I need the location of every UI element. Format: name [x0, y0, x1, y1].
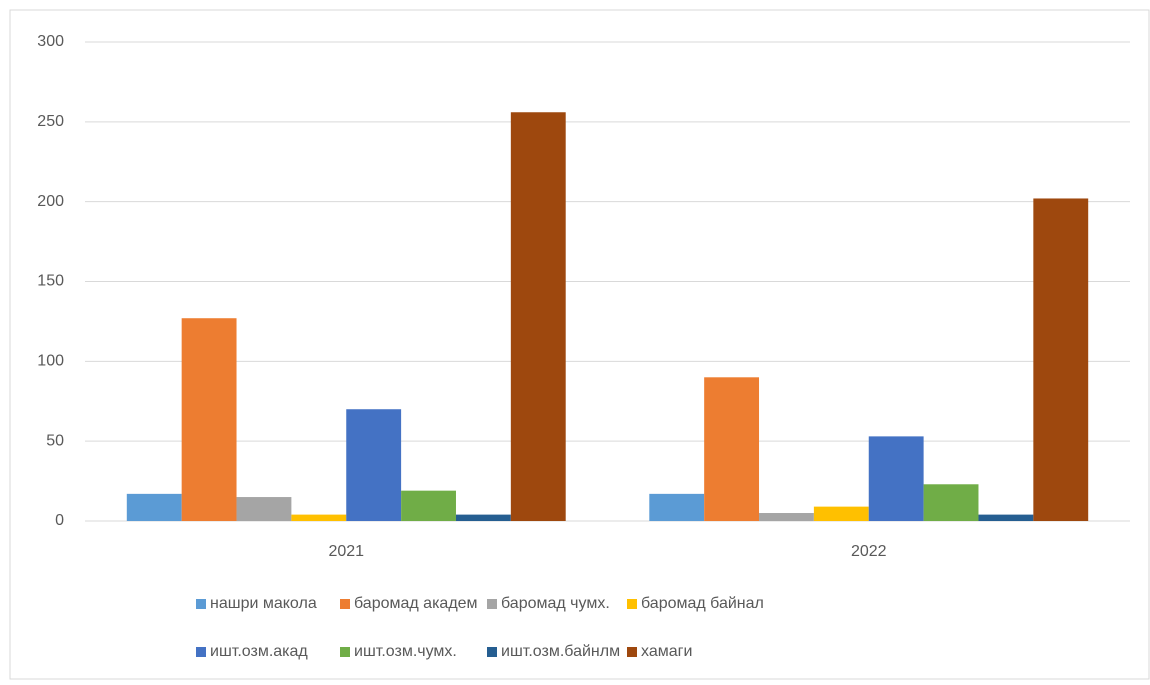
x-tick-label: 2022 — [851, 543, 887, 560]
y-tick-label: 200 — [37, 193, 64, 210]
bar — [346, 409, 402, 521]
bar — [510, 112, 566, 522]
bar — [978, 514, 1034, 521]
legend-swatch — [196, 647, 206, 657]
bar — [181, 318, 237, 521]
bar — [923, 484, 979, 521]
legend-swatch — [627, 599, 637, 609]
y-tick-label: 250 — [37, 113, 64, 130]
bar — [759, 513, 814, 521]
y-tick-label: 150 — [37, 273, 64, 290]
bar — [236, 497, 292, 521]
bar — [704, 377, 760, 521]
bar — [1033, 198, 1089, 521]
legend-label: баромад чумх. — [501, 595, 610, 612]
bar — [813, 506, 869, 521]
x-tick-label: 2021 — [328, 543, 364, 560]
y-tick-label: 0 — [55, 512, 64, 529]
y-tick-label: 50 — [46, 432, 64, 449]
y-tick-label: 300 — [37, 33, 64, 50]
legend-swatch — [627, 647, 637, 657]
bar — [401, 490, 456, 521]
legend-swatch — [340, 599, 350, 609]
bar — [649, 493, 705, 521]
legend-swatch — [487, 647, 497, 657]
chart-frame — [9, 9, 1150, 680]
bar — [455, 514, 511, 521]
legend-swatch — [196, 599, 206, 609]
legend-label: ишт.озм.байнлм — [501, 643, 620, 660]
bar — [291, 514, 347, 521]
legend-label: хамаги — [641, 643, 692, 660]
legend-swatch — [487, 599, 497, 609]
legend-label: ишт.озм.акад — [210, 643, 308, 660]
legend-label: баромад байнал — [641, 595, 764, 612]
legend-label: ишт.озм.чумх. — [354, 643, 457, 660]
legend-swatch — [340, 647, 350, 657]
legend-label: баромад академ — [354, 595, 478, 612]
legend-label: нашри макола — [210, 595, 317, 612]
bar — [868, 436, 924, 521]
y-tick-label: 100 — [37, 353, 64, 370]
bar — [126, 493, 182, 521]
